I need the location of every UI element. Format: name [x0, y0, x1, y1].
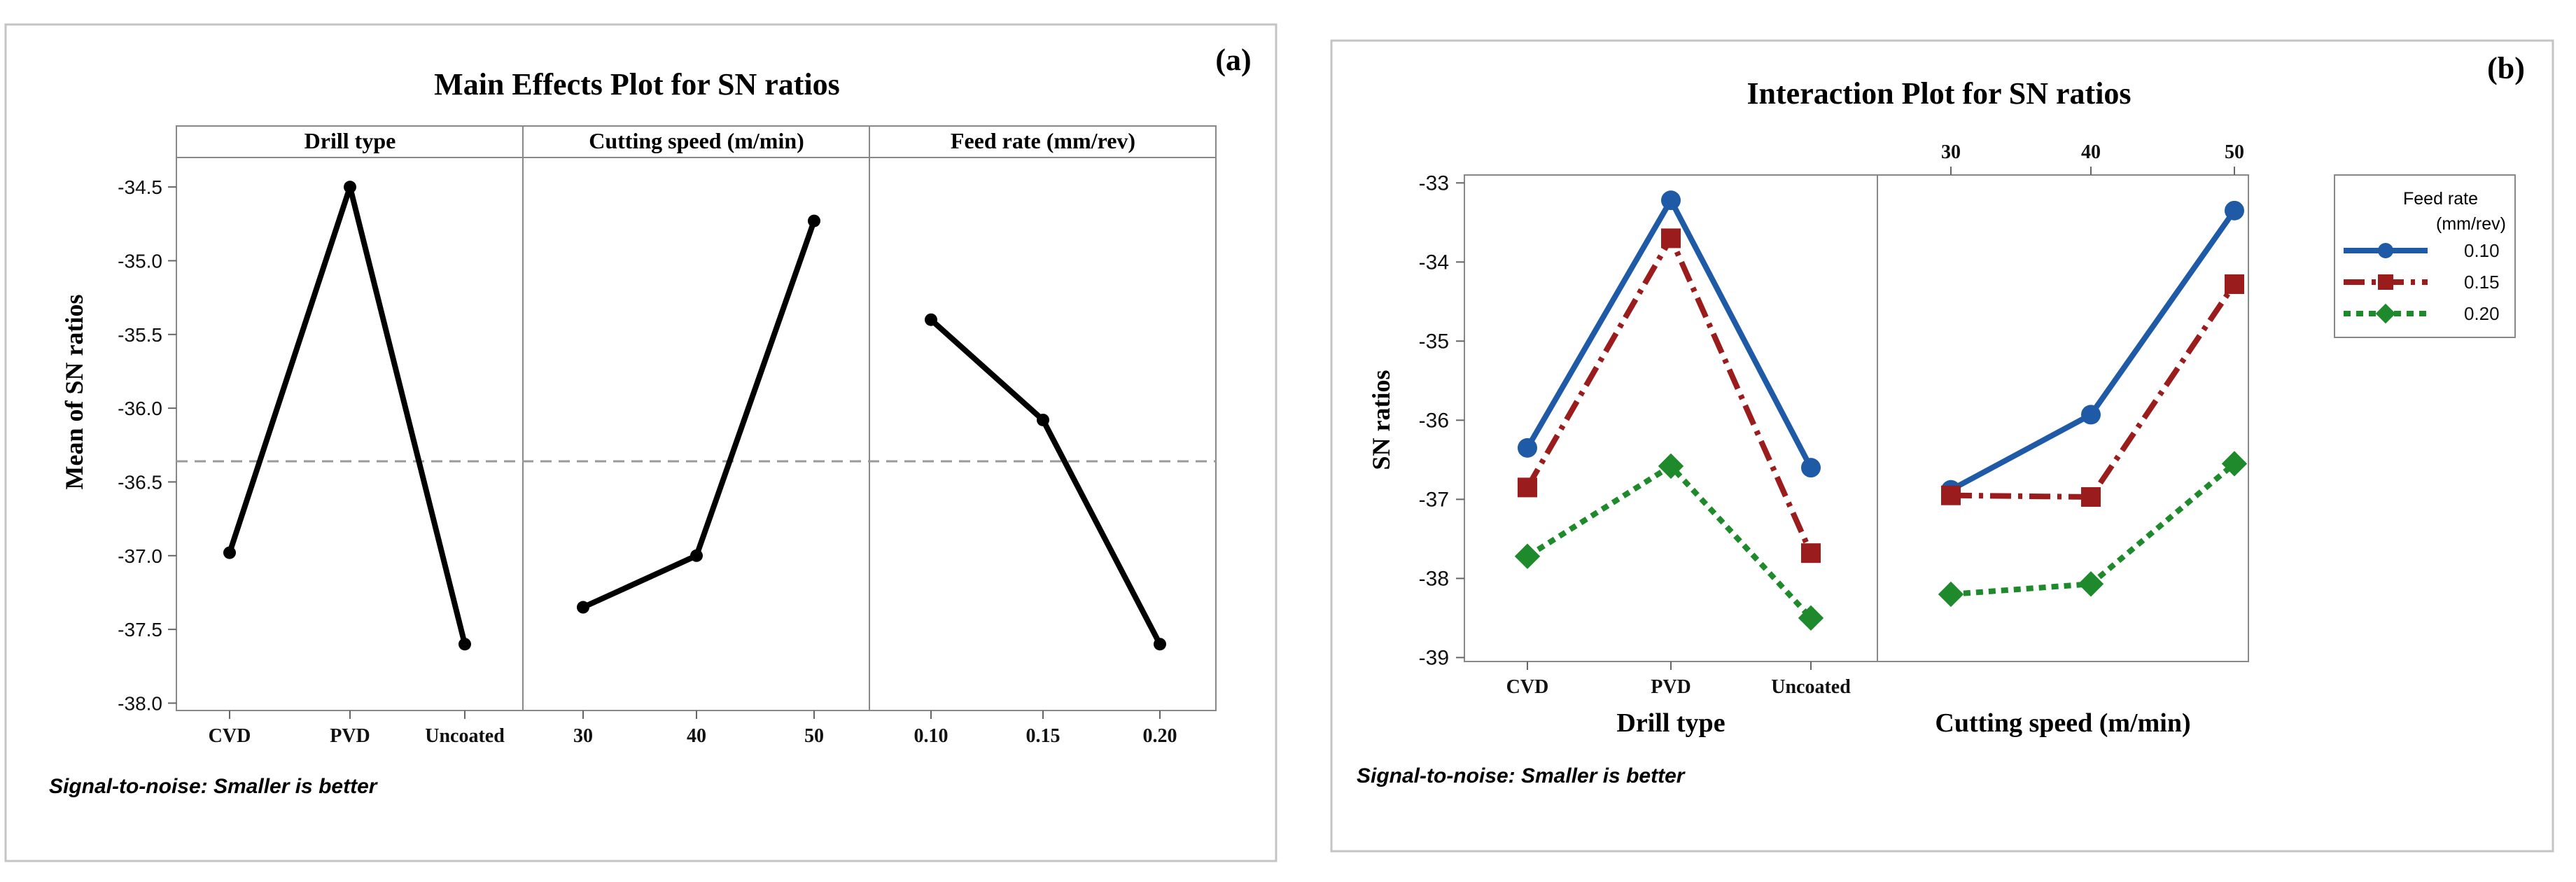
data-point [223, 546, 236, 559]
legend-label: 0.10 [2464, 240, 2500, 261]
legend-title-line2: (mm/rev) [2436, 214, 2506, 234]
x-tick-label: PVD [330, 725, 370, 747]
y-tick-label: -35 [1419, 330, 1449, 353]
factor-header-drill-type: Drill type [304, 128, 396, 153]
data-point-0.20 [1798, 605, 1824, 631]
data-point [458, 638, 471, 651]
data-point [690, 549, 703, 562]
factor-header-cutting-speed: Cutting speed (m/min) [589, 128, 804, 153]
x-tick-label: 50 [804, 725, 824, 747]
legend-entries: 0.10 0.15 0.20 [2344, 240, 2500, 324]
y-tick-label: -37.0 [118, 545, 162, 567]
y-tick-label: -34.5 [118, 176, 162, 198]
y-tick-label: -36.5 [118, 471, 162, 493]
data-point-0.15 [1661, 228, 1681, 248]
panel-b-title: Interaction Plot for SN ratios [1746, 76, 2131, 111]
data-point-0.10 [1661, 190, 1681, 211]
x-tick-label: 0.15 [1026, 725, 1060, 747]
data-point-0.20 [1938, 581, 1964, 608]
panel-b-x-label-drill-type: Drill type [1616, 708, 1725, 738]
data-point-0.10 [2081, 405, 2101, 425]
data-point-0.15 [1801, 543, 1821, 564]
data-point [344, 181, 356, 194]
series-line-0.15 [1950, 282, 2237, 500]
data-point [1154, 638, 1166, 651]
y-tick-label: -37 [1419, 488, 1449, 511]
legend-marker-0.15 [2378, 274, 2393, 290]
x-tick-label: 30 [1941, 141, 1961, 163]
data-point-0.20 [2221, 451, 2248, 477]
y-tick-label: -33 [1419, 172, 1449, 195]
panel-a-footnote: Signal-to-noise: Smaller is better [49, 775, 379, 798]
data-point [808, 214, 820, 227]
legend-title-line1: Feed rate [2403, 189, 2478, 209]
panel-a-series [223, 181, 1166, 651]
panel-a-plot-area [176, 125, 1217, 711]
interaction-panel: Interaction Plot for SN ratios (b) SN ra… [1330, 39, 2554, 853]
data-point-0.10 [1801, 458, 1821, 478]
data-point-0.10 [2225, 200, 2244, 220]
panel-b-y-axis-label: SN ratios [1367, 370, 1395, 470]
y-tick-label: -38.0 [118, 692, 162, 714]
data-point-0.15 [2081, 486, 2101, 507]
y-tick-label: -39 [1419, 646, 1449, 669]
y-tick-label: -36 [1419, 409, 1449, 432]
legend: Feed rate (mm/rev) 0.10 0.15 0.20 [2334, 174, 2516, 338]
panel-b-y-ticks: -33 -34 -35 -36 -37 -38 -39 [1419, 172, 1464, 669]
panel-b-label: (b) [2487, 51, 2525, 85]
y-tick-label: -35.5 [118, 324, 162, 346]
x-tick-label: CVD [209, 725, 251, 747]
panel-b-x-label-cutting-speed: Cutting speed (m/min) [1935, 708, 2190, 738]
y-tick-label: -37.5 [118, 619, 162, 640]
legend-box [2334, 174, 2516, 338]
data-point [577, 601, 589, 614]
data-point-0.20 [1658, 453, 1684, 479]
y-tick-label: -34 [1419, 251, 1449, 274]
legend-marker-0.20 [2375, 303, 2396, 324]
main-effects-panel: Main Effects Plot for SN ratios (a) Dril… [4, 23, 1278, 862]
panel-a-y-ticks: -34.5 -35.0 -35.5 -36.0 -36.5 -37.0 -37.5 -38.0 [118, 176, 176, 714]
x-tick-label: 40 [2081, 141, 2101, 163]
legend-label: 0.15 [2464, 272, 2500, 293]
x-tick-label: PVD [1651, 676, 1691, 698]
data-point-0.15 [1941, 485, 1961, 505]
panel-a-label: (a) [1215, 43, 1251, 77]
data-point [925, 313, 937, 326]
panel-b-series [1514, 190, 2248, 631]
panel-a-title: Main Effects Plot for SN ratios [434, 67, 840, 102]
factor-header-feed-rate: Feed rate (mm/rev) [951, 128, 1135, 153]
legend-label: 0.20 [2464, 303, 2500, 324]
panel-b-plot-area [1464, 174, 2249, 662]
x-tick-label: 30 [573, 725, 593, 747]
x-tick-label: 0.20 [1143, 725, 1177, 747]
y-tick-label: -38 [1419, 567, 1449, 590]
data-point-0.15 [1518, 477, 1537, 498]
x-tick-label: 40 [687, 725, 706, 747]
y-tick-label: -36.0 [118, 398, 162, 419]
data-point-0.15 [2225, 274, 2244, 294]
panel-a-y-axis-label: Mean of SN ratios [60, 295, 88, 490]
panel-b-footnote: Signal-to-noise: Smaller is better [1357, 764, 1686, 788]
x-tick-label: 50 [2225, 141, 2244, 163]
x-tick-label: Uncoated [425, 725, 505, 747]
data-point-0.20 [1514, 543, 1541, 569]
panel-b-x-ticks: CVD PVD Uncoated 30 40 50 [1506, 141, 2244, 698]
data-point-0.10 [1518, 438, 1537, 458]
data-point [1037, 413, 1049, 426]
x-tick-label: CVD [1506, 676, 1549, 698]
panel-a-x-ticks: CVD PVD Uncoated 30 40 50 0.10 0.15 0.20 [209, 710, 1177, 747]
data-point-0.20 [2078, 571, 2104, 597]
y-tick-label: -35.0 [118, 250, 162, 272]
x-tick-label: Uncoated [1771, 676, 1851, 698]
x-tick-label: 0.10 [914, 725, 948, 747]
legend-marker-0.10 [2378, 243, 2393, 258]
